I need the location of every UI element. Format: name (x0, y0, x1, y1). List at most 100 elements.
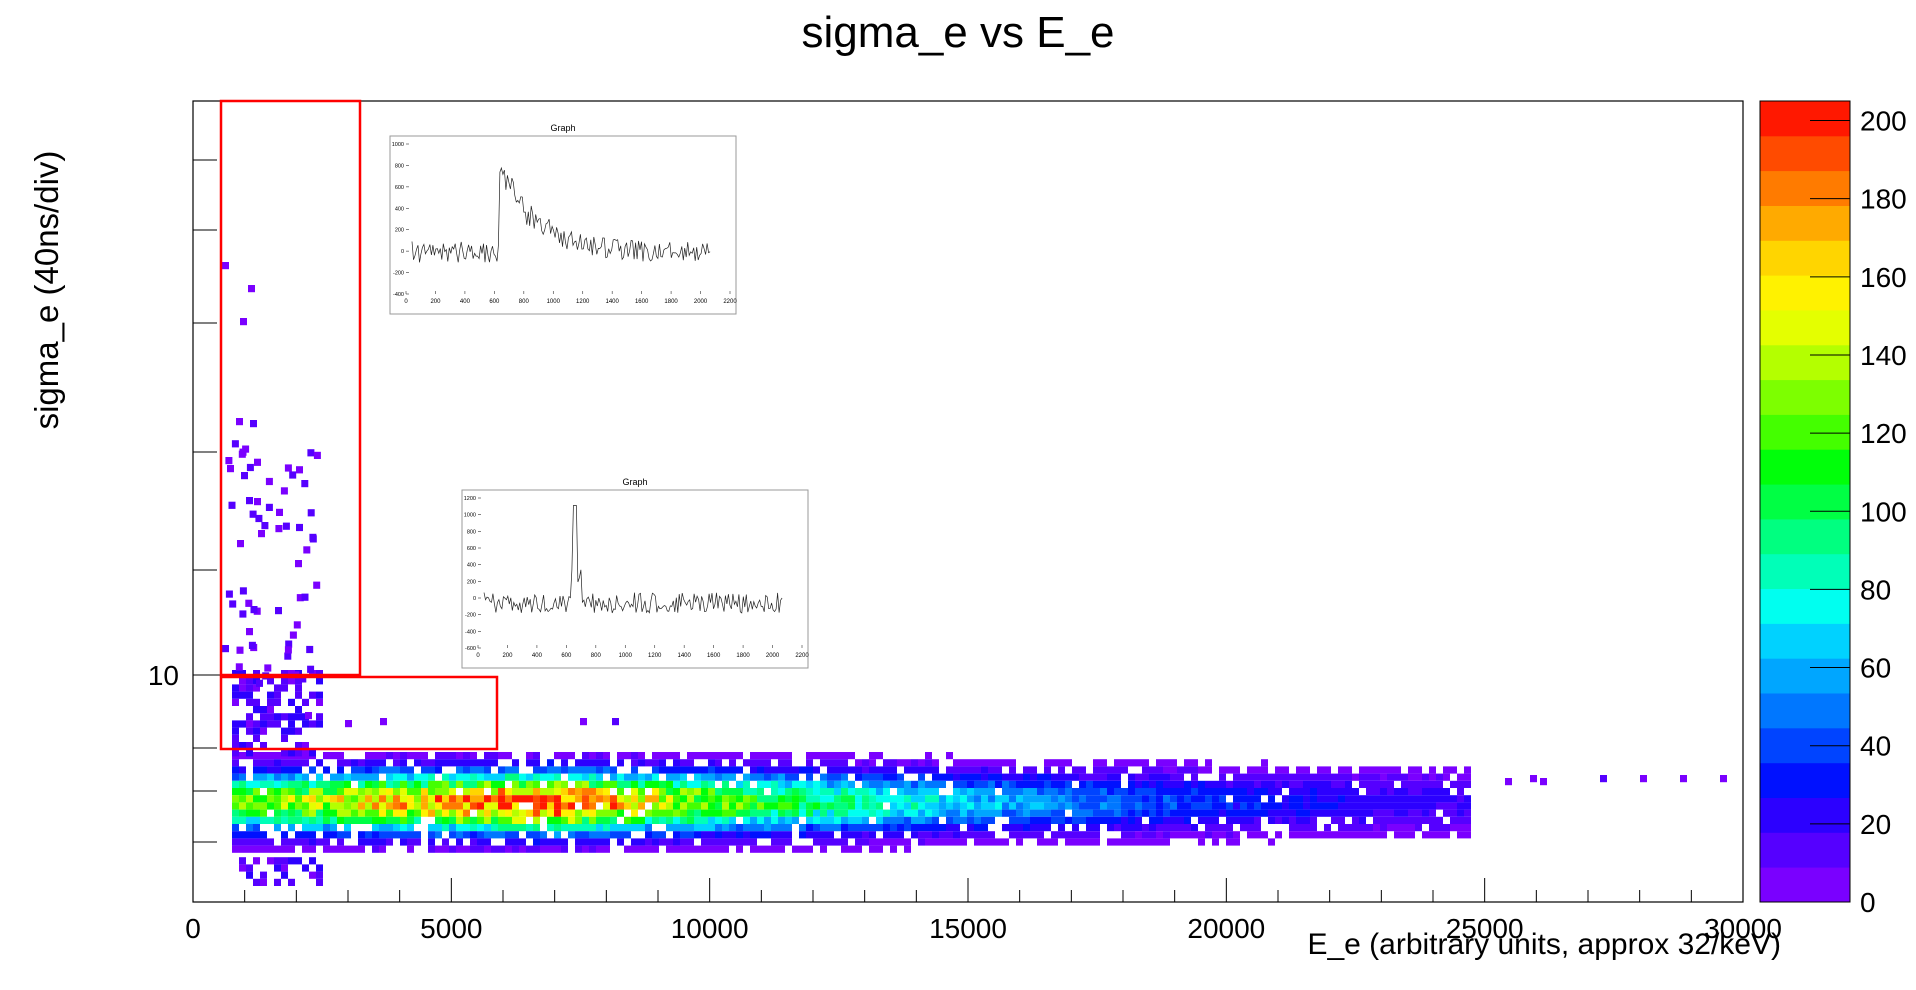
heatmap-cell (1380, 802, 1387, 810)
heatmap-cell (1359, 831, 1366, 839)
heatmap-cell (1233, 838, 1240, 846)
heatmap-cell (883, 766, 890, 774)
heatmap-cell (1457, 788, 1464, 796)
heatmap-cell (512, 845, 519, 853)
heatmap-cell (715, 816, 722, 824)
heatmap-cell (302, 795, 309, 803)
heatmap-cell (1135, 780, 1142, 788)
heatmap-cell (330, 773, 337, 781)
x-tick-label: 25000 (1446, 913, 1524, 944)
heatmap-cell (1429, 795, 1436, 803)
heatmap-cell (302, 838, 309, 846)
heatmap-cell (498, 831, 505, 839)
heatmap-cell (1142, 759, 1149, 767)
heatmap-cell (708, 795, 715, 803)
heatmap-cell (386, 773, 393, 781)
heatmap-cell (1429, 788, 1436, 796)
heatmap-cell (862, 824, 869, 832)
heatmap-cell (925, 816, 932, 824)
heatmap-cell (967, 788, 974, 796)
heatmap-cell (813, 802, 820, 810)
heatmap-cell (1429, 766, 1436, 774)
heatmap-cell (449, 816, 456, 824)
heatmap-cell (1387, 824, 1394, 832)
heatmap-cell (274, 684, 281, 692)
heatmap-cell (1205, 802, 1212, 810)
heatmap-cell (974, 831, 981, 839)
heatmap-cell (1072, 766, 1079, 774)
heatmap-cell (897, 795, 904, 803)
heatmap-cell (1261, 780, 1268, 788)
heatmap-cell (309, 766, 316, 774)
heatmap-cell (295, 742, 302, 750)
heatmap-cell (1338, 809, 1345, 817)
heatmap-cell (1233, 766, 1240, 774)
heatmap-cell (239, 788, 246, 796)
heatmap-cell (232, 698, 239, 706)
heatmap-cell (1170, 824, 1177, 832)
heatmap-cell (785, 802, 792, 810)
heatmap-cell (764, 752, 771, 760)
heatmap-cell (1114, 816, 1121, 824)
heatmap-cell (1009, 773, 1016, 781)
heatmap-cell (267, 773, 274, 781)
heatmap-cell (554, 780, 561, 788)
heatmap-cell (722, 766, 729, 774)
heatmap-cell (1429, 824, 1436, 832)
heatmap-cell (561, 824, 568, 832)
heatmap-cell (323, 802, 330, 810)
heatmap-cell (995, 809, 1002, 817)
heatmap-cell (253, 706, 260, 714)
heatmap-cell (876, 809, 883, 817)
heatmap-cell (680, 773, 687, 781)
heatmap-cell (1086, 795, 1093, 803)
heatmap-cell (274, 766, 281, 774)
heatmap-cell (582, 838, 589, 846)
heatmap-cell (554, 795, 561, 803)
inset-x-tick-label: 2000 (766, 653, 780, 659)
heatmap-cell (1324, 773, 1331, 781)
heatmap-cell (1268, 838, 1275, 846)
heatmap-cell (848, 845, 855, 853)
heatmap-cell (1275, 766, 1282, 774)
heatmap-cell (785, 773, 792, 781)
heatmap-cell (1030, 824, 1037, 832)
colorbar-segment (1760, 170, 1850, 206)
heatmap-cell (246, 628, 253, 636)
heatmap-cell (953, 795, 960, 803)
heatmap-cell (729, 824, 736, 832)
heatmap-cell (1443, 809, 1450, 817)
heatmap-cell (1142, 795, 1149, 803)
heatmap-cell (561, 845, 568, 853)
heatmap-cell (358, 773, 365, 781)
heatmap-cell (1149, 788, 1156, 796)
heatmap-cell (953, 788, 960, 796)
heatmap-cell (694, 752, 701, 760)
heatmap-cell (281, 766, 288, 774)
heatmap-cell (792, 809, 799, 817)
heatmap-cell (1086, 824, 1093, 832)
heatmap-cell (981, 824, 988, 832)
heatmap-cell (1345, 809, 1352, 817)
heatmap-cell (1156, 809, 1163, 817)
heatmap-cell (1058, 809, 1065, 817)
heatmap-cell (1030, 831, 1037, 839)
heatmap-cell (1184, 831, 1191, 839)
heatmap-cell (596, 773, 603, 781)
heatmap-cell (1366, 795, 1373, 803)
heatmap-cell (988, 838, 995, 846)
heatmap-cell (617, 773, 624, 781)
heatmap-cell (248, 285, 255, 293)
heatmap-cell (1142, 802, 1149, 810)
heatmap-cell (1044, 795, 1051, 803)
colorbar-segment (1760, 623, 1850, 659)
heatmap-cell (512, 780, 519, 788)
heatmap-cell (764, 759, 771, 767)
heatmap-cell (295, 766, 302, 774)
heatmap-cell (1226, 788, 1233, 796)
heatmap-cell (253, 845, 260, 853)
heatmap-cell (512, 802, 519, 810)
heatmap-cell (386, 780, 393, 788)
heatmap-cell (1324, 766, 1331, 774)
heatmap-cell (232, 802, 239, 810)
